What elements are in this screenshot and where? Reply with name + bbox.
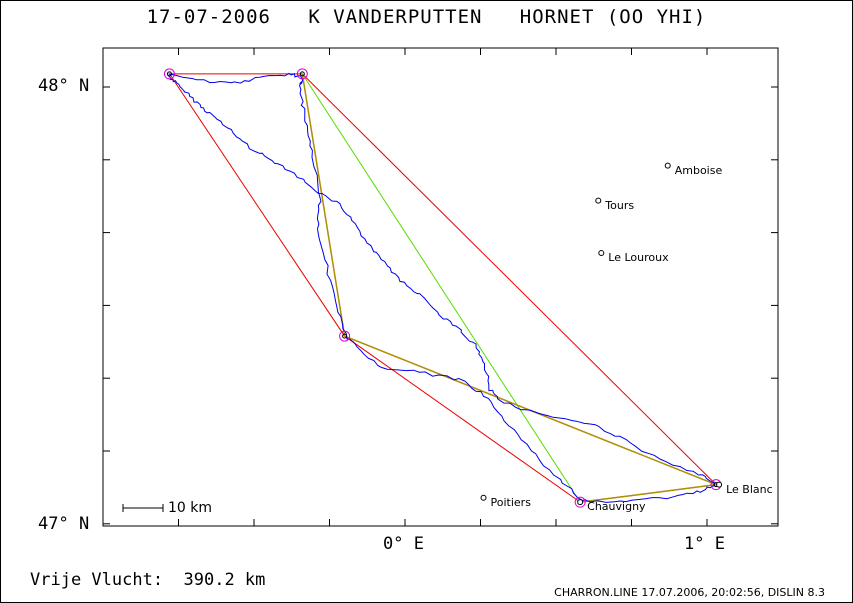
place-dot [664,162,671,169]
y-tick-48n: 48° N [38,76,90,96]
scale-bar [122,504,164,512]
olive-route [302,73,718,503]
turnpoint-circle [296,68,308,80]
turnpoint-center [342,333,348,339]
turnpoints [163,68,722,508]
axis-ticks [102,48,778,526]
map-title: 17-07-2006 K VANDERPUTTEN HORNET (OO YHI… [146,6,707,28]
place-label: Chauvigny [587,500,646,514]
place-label: Le Blanc [726,482,773,496]
turnpoint-circle [339,330,351,342]
green-route [301,73,581,503]
x-tick-0e: 0° E [383,534,424,554]
flight-track [167,72,715,503]
distance-label: Vrije Vlucht: 390.2 km [30,570,266,590]
orange-route [301,73,720,503]
plot-border [102,47,779,527]
place-dot [480,494,487,501]
x-tick-1e: 1° E [684,534,725,554]
place-dot [716,481,723,488]
scale-bar-label: 10 km [168,500,213,516]
place-dot [598,250,605,257]
place-markers [480,162,723,506]
program-info: CHARRON.LINE 17.07.2006, 20:02:56, DISLI… [554,586,825,599]
route-lines [169,73,720,503]
turnpoint-circle [574,496,586,508]
place-label: Le Louroux [608,251,669,265]
place-label: Poitiers [490,495,531,509]
place-label: Amboise [674,163,723,177]
y-tick-47n: 47° N [38,514,90,534]
place-dot [577,499,584,506]
turnpoint-circle [163,68,175,80]
red-route [169,73,718,503]
turnpoint-center [166,71,172,77]
place-label: Tours [605,198,635,212]
place-dot [595,197,602,204]
turnpoint-center [299,71,305,77]
